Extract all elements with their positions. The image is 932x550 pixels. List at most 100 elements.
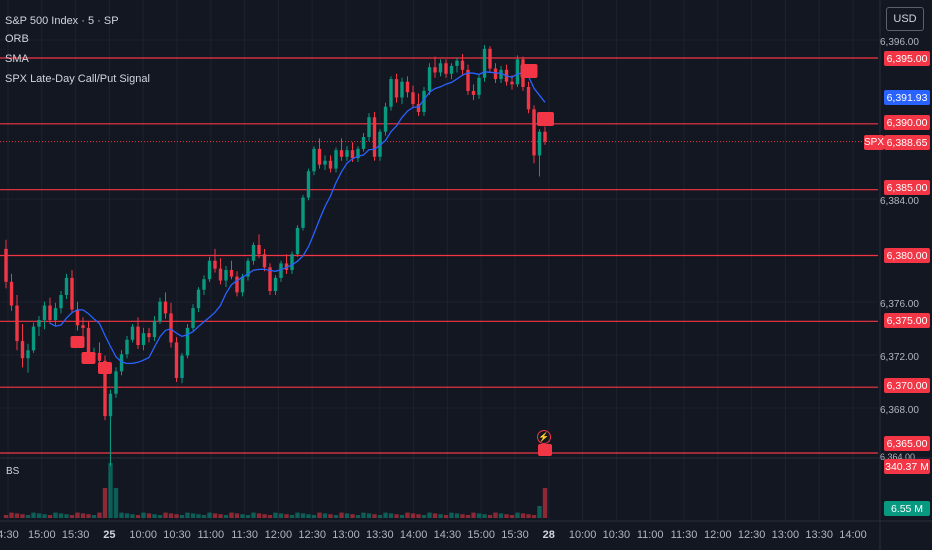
volume-bar	[482, 514, 487, 518]
volume-bar	[421, 515, 427, 518]
legend-sma[interactable]: SMA	[5, 53, 29, 65]
signal-marker	[520, 64, 538, 78]
volume-bar	[366, 513, 372, 518]
candle-body	[460, 60, 465, 70]
volume-bar	[355, 515, 361, 518]
candle-body	[394, 79, 399, 98]
candle-body	[306, 171, 311, 198]
candle-body	[416, 104, 421, 112]
volume-bar	[234, 513, 240, 518]
volume-bar	[454, 513, 460, 518]
candle-body	[37, 320, 41, 327]
signal-marker	[98, 362, 112, 374]
volume-bar	[350, 514, 355, 518]
candle-body	[240, 276, 245, 293]
volume-bar	[102, 488, 108, 518]
volume-bar	[20, 514, 25, 518]
signal-marker	[537, 112, 554, 126]
volume-bar	[179, 515, 185, 518]
candle-body	[20, 341, 25, 359]
orb-level-tag: 6,390.00	[884, 115, 930, 130]
volume-bar	[212, 513, 218, 518]
volume-bar	[504, 514, 509, 518]
candle-body	[411, 92, 415, 105]
candle-body	[42, 305, 47, 321]
candle-body	[455, 60, 459, 66]
legend-title: S&P 500 Index · 5 · SP	[5, 15, 119, 27]
volume-bar	[207, 512, 212, 518]
time-tick: 11:00	[197, 529, 225, 541]
candle-body	[372, 117, 377, 157]
volume-bar	[218, 514, 223, 518]
volume-bar	[487, 515, 493, 518]
candle-body	[158, 301, 162, 322]
signal-marker	[70, 336, 85, 348]
candle-body	[152, 321, 157, 338]
volume-bar	[289, 515, 295, 518]
volume-bar	[141, 512, 146, 518]
candle-body	[53, 308, 58, 321]
volume-bar	[75, 512, 80, 518]
candle-body	[471, 90, 476, 95]
time-tick: 14:30	[433, 529, 462, 541]
candle-body	[433, 67, 437, 73]
legend-orb[interactable]: ORB	[5, 33, 29, 45]
candle-body	[295, 227, 300, 255]
candle-body	[185, 327, 190, 356]
volume-bar	[471, 512, 476, 518]
volume-bar	[405, 512, 410, 518]
price-tick: 6,364.00	[880, 452, 916, 462]
volume-bar	[542, 488, 548, 518]
volume-bar	[69, 515, 75, 518]
candle-body	[141, 333, 146, 346]
candle-body	[268, 267, 272, 292]
candle-body	[488, 48, 492, 69]
candle-body	[26, 350, 30, 359]
candle-body	[438, 63, 443, 73]
volume-bar	[152, 514, 157, 518]
volume-bar	[14, 513, 20, 518]
candle-body	[361, 137, 366, 149]
candle-body	[543, 131, 547, 142]
candle-body	[493, 68, 498, 80]
candle-body	[15, 305, 19, 342]
candle-body	[191, 308, 195, 328]
candle-body	[130, 326, 135, 340]
volume-bar	[174, 514, 179, 518]
signal-marker	[538, 444, 552, 456]
volume-bar	[520, 513, 526, 518]
volume-bar	[339, 512, 344, 518]
lightning-icon[interactable]: ⚡	[537, 430, 551, 444]
legend-signal[interactable]: SPX Late-Day Call/Put Signal	[5, 73, 150, 85]
candle-body	[136, 326, 140, 346]
currency-button[interactable]: USD	[886, 7, 924, 31]
time-tick: 13:00	[771, 529, 800, 541]
candle-body	[59, 295, 63, 309]
price-tick: 6,372.00	[880, 352, 919, 363]
volume-bar	[91, 515, 97, 518]
candle-body	[257, 244, 261, 255]
volume-bar	[284, 514, 289, 518]
orb-level-tag: 6,365.00	[884, 436, 930, 451]
time-tick: 25	[103, 529, 116, 541]
candle-body	[147, 333, 151, 338]
candle-body	[174, 342, 179, 378]
candle-body	[356, 148, 360, 159]
candle-body	[350, 150, 355, 159]
volume-bar	[108, 463, 113, 518]
time-tick: 10:00	[129, 529, 157, 541]
price-tick: 6,384.00	[880, 196, 919, 207]
candle-body	[246, 260, 250, 277]
candle-body	[515, 59, 520, 85]
candle-body	[81, 325, 85, 328]
candle-body	[290, 254, 294, 270]
candle-body	[345, 150, 349, 157]
sub-pane-label: BS	[6, 466, 20, 477]
volume-bar	[163, 512, 168, 518]
volume-bar	[322, 513, 328, 518]
volume-bar	[377, 515, 383, 518]
candle-body	[119, 354, 124, 372]
volume-bar	[344, 513, 350, 518]
volume-bar	[146, 513, 152, 518]
